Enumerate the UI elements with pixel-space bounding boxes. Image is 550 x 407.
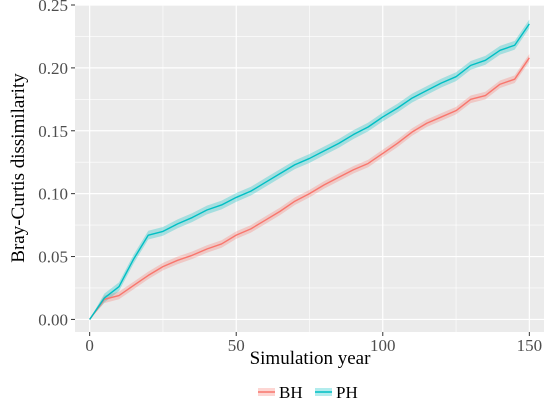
x-tick-label: 50 xyxy=(228,336,245,355)
series-ph-line xyxy=(89,23,530,320)
x-tick-label: 100 xyxy=(370,336,396,355)
legend-label-bh: BH xyxy=(279,383,303,402)
series-bh-band xyxy=(89,54,530,320)
series-lines xyxy=(89,23,530,320)
legend: BH PH xyxy=(258,383,358,402)
y-tick-label: 0.20 xyxy=(38,59,68,78)
y-axis-title: Bray-Curtis dissimilarity xyxy=(8,73,29,263)
x-tick-label: 150 xyxy=(517,336,543,355)
y-tick-label: 0.15 xyxy=(38,122,68,141)
x-axis-title: Simulation year xyxy=(250,348,372,369)
grid-minor xyxy=(75,5,544,332)
legend-label-ph: PH xyxy=(336,383,358,402)
y-tick-label: 0.10 xyxy=(38,185,68,204)
x-axis-ticks: 0 50 100 150 xyxy=(85,332,542,355)
y-tick-label: 0.00 xyxy=(38,310,68,329)
y-tick-label: 0.05 xyxy=(38,248,68,267)
y-tick-label: 0.25 xyxy=(38,0,68,15)
series-bh-line xyxy=(89,57,530,320)
x-tick-label: 0 xyxy=(85,336,94,355)
y-axis-ticks: 0.00 0.05 0.10 0.15 0.20 0.25 xyxy=(38,0,75,329)
